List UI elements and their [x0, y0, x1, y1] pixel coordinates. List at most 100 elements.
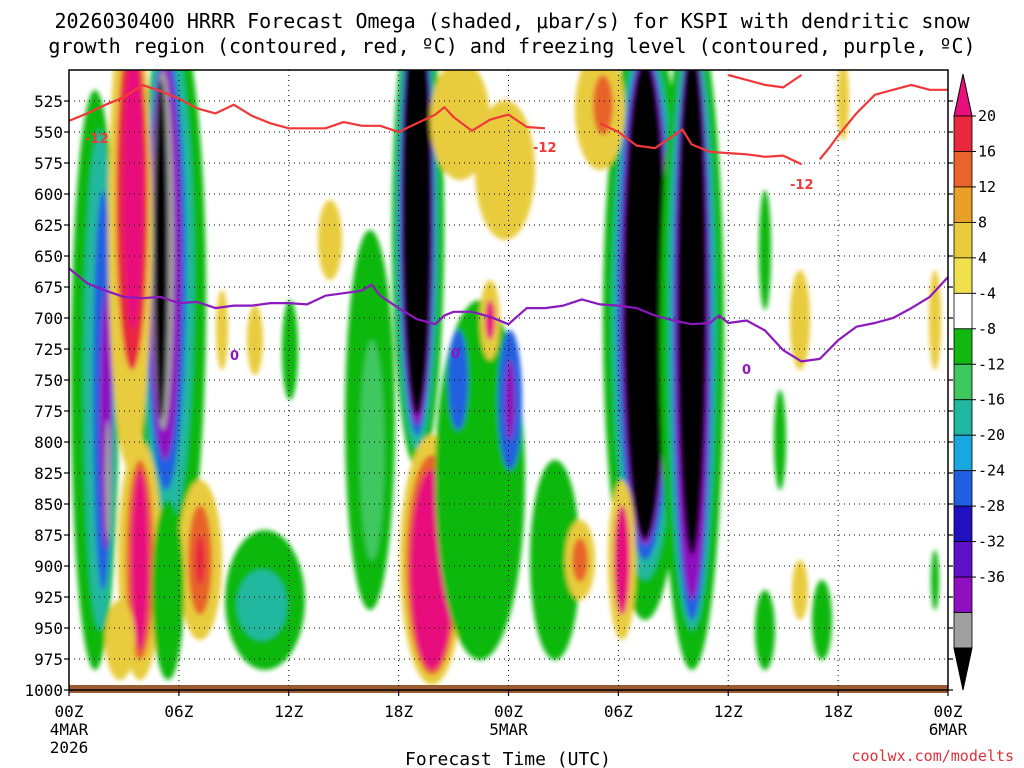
chart-title-line-2: growth region (contoured, red, ºC) and f…	[48, 34, 975, 58]
omega-blob	[152, 500, 184, 680]
colorbar-bottom-triangle	[953, 647, 973, 691]
x-tick-label: 18Z	[824, 702, 853, 721]
y-tick-label: 550	[34, 123, 63, 142]
grid	[69, 70, 948, 690]
x-tick-label: 12Z	[714, 702, 743, 721]
y-axis: 525 550 575 600 625 650 675 700 725 750 775 800 825 8…	[24, 92, 953, 700]
omega-blob	[195, 535, 205, 585]
omega-blob	[792, 560, 808, 620]
omega-blob	[530, 460, 580, 660]
colorbar-label: -32	[978, 533, 1005, 551]
y-tick-label: 900	[34, 557, 63, 576]
y-tick-label: 875	[34, 526, 63, 545]
colorbar-label: -8	[978, 320, 996, 338]
colorbar-top-triangle	[953, 73, 973, 117]
x-tick-label: 00Z	[494, 702, 523, 721]
y-tick-label: 950	[34, 619, 63, 638]
x-tick-label: 06Z	[604, 702, 633, 721]
colorbar-swatch	[953, 434, 973, 472]
contour-line	[69, 267, 948, 363]
y-tick-label: 650	[34, 247, 63, 266]
colorbar-label: 8	[978, 213, 987, 231]
x-date-label: 4MAR	[50, 720, 89, 739]
y-tick-label: 1000	[24, 681, 63, 700]
omega-blob	[929, 270, 941, 370]
omega-blob	[790, 270, 810, 370]
x-date-label: 6MAR	[929, 720, 968, 739]
y-tick-label: 625	[34, 216, 63, 235]
freezing-label: 0	[230, 349, 239, 364]
colorbar-swatch	[953, 363, 973, 401]
colorbar-swatch	[953, 115, 973, 152]
x-date-label: 5MAR	[489, 720, 528, 739]
colorbar-swatch	[953, 186, 973, 223]
freezing-label: 0	[742, 363, 751, 378]
freezing-label: 0	[451, 347, 460, 362]
x-tick-label: 18Z	[384, 702, 413, 721]
y-tick-label: 750	[34, 371, 63, 390]
x-axis-title: Forecast Time (UTC)	[405, 749, 611, 768]
y-tick-label: 600	[34, 185, 63, 204]
omega-blob	[593, 75, 613, 135]
colorbar-swatch	[953, 328, 973, 365]
omega-blob	[812, 580, 832, 660]
x-tick-label: 00Z	[55, 702, 84, 721]
colorbar-label: 4	[978, 249, 987, 267]
y-tick-label: 800	[34, 433, 63, 452]
colorbar-label: -16	[978, 391, 1005, 409]
colorbar-swatch	[953, 612, 973, 649]
colorbar-label: -24	[978, 462, 1005, 480]
colorbar-swatch	[953, 399, 973, 436]
omega-blob	[759, 190, 771, 310]
y-tick-label: 925	[34, 588, 63, 607]
colorbar-label: -20	[978, 426, 1005, 444]
colorbar-label: -12	[978, 355, 1005, 373]
credit-text: coolwx.com/modelts	[851, 747, 1014, 765]
omega-blob	[247, 305, 263, 375]
omega-blob	[837, 70, 849, 140]
colorbar-swatch	[953, 576, 973, 613]
y-tick-label: 525	[34, 92, 63, 111]
omega-blob	[131, 470, 149, 650]
omega-blob	[931, 550, 939, 610]
contour-labels: -12 -12 -12 0 0 0	[85, 132, 814, 378]
colorbar-label: -28	[978, 497, 1005, 515]
omega-blob	[485, 300, 495, 340]
colorbar-swatch	[953, 257, 973, 294]
y-tick-label: 700	[34, 309, 63, 328]
omega-blob	[360, 340, 384, 560]
y-tick-label: 725	[34, 340, 63, 359]
omega-blob	[505, 360, 515, 440]
x-tick-label: 00Z	[934, 702, 963, 721]
omega-blob	[282, 300, 298, 400]
x-tick-label: 12Z	[274, 702, 303, 721]
x-tick-label: 06Z	[164, 702, 193, 721]
colorbar-label: 12	[978, 178, 996, 196]
colorbar-label: -4	[978, 284, 996, 302]
omega-blob	[216, 290, 228, 370]
contours	[69, 73, 948, 363]
omega-blob	[677, 70, 707, 555]
colorbar: 20 16 12 8 4 -4 -8 -12 -16 -20 -24 -28 -32 -36	[953, 73, 1005, 691]
dgz-label: -12	[85, 132, 109, 147]
y-tick-label: 575	[34, 154, 63, 173]
y-tick-label: 975	[34, 650, 63, 669]
chart-title-line-1: 2026030400 HRRR Forecast Omega (shaded, …	[54, 9, 970, 33]
colorbar-swatch	[953, 470, 973, 507]
y-tick-label: 825	[34, 464, 63, 483]
colorbar-swatch	[953, 505, 973, 542]
omega-blob	[475, 100, 535, 240]
contour-line	[69, 83, 546, 134]
omega-blob	[402, 70, 432, 415]
colorbar-swatch	[953, 292, 973, 330]
x-year-label: 2026	[50, 738, 89, 757]
colorbar-swatch	[953, 151, 973, 188]
y-tick-label: 675	[34, 278, 63, 297]
colorbar-swatch	[953, 221, 973, 259]
omega-blob	[572, 538, 588, 582]
colorbar-label: 16	[978, 142, 996, 160]
omega-blob	[614, 505, 630, 615]
colorbar-swatch	[953, 541, 973, 578]
ground-strip	[69, 685, 948, 693]
